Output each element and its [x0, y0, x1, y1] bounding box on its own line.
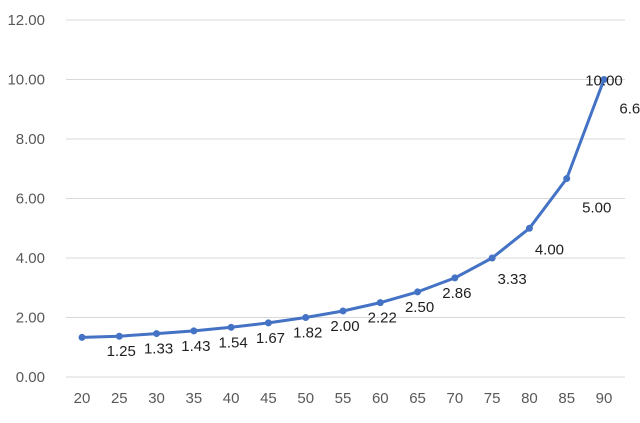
- y-axis: 0.00 2.00 4.00 6.00 8.00 10.00 12.00: [7, 12, 45, 386]
- x-tick-label: 45: [260, 390, 277, 407]
- data-point: [488, 254, 496, 262]
- y-tick-label: 2.00: [16, 310, 45, 327]
- data-point: [264, 319, 272, 327]
- data-label: 4.00: [535, 241, 564, 258]
- x-tick-label: 20: [74, 390, 91, 407]
- data-label: 3.33: [498, 271, 527, 288]
- data-label: 1.54: [219, 334, 248, 351]
- x-tick-label: 35: [186, 390, 203, 407]
- series-line: [80, 78, 606, 339]
- data-point: [451, 274, 459, 282]
- x-tick-label: 25: [111, 390, 128, 407]
- y-tick-label: 6.00: [16, 191, 45, 208]
- data-point: [227, 323, 235, 331]
- data-label: 1.82: [293, 325, 322, 342]
- data-point: [302, 314, 310, 321]
- x-tick-label: 60: [372, 390, 389, 407]
- data-point: [414, 288, 422, 296]
- x-tick-label: 50: [297, 390, 314, 407]
- x-tick-label: 30: [148, 390, 165, 407]
- data-point: [563, 175, 571, 183]
- y-tick-label: 0.00: [16, 369, 45, 386]
- data-point: [115, 332, 123, 340]
- data-point: [339, 307, 347, 315]
- data-points: [78, 76, 608, 341]
- data-point: [525, 224, 533, 232]
- data-label: 1.67: [256, 330, 285, 347]
- data-label: 1.43: [181, 338, 210, 355]
- data-label: 10.00: [585, 73, 623, 90]
- data-label: 1.33: [144, 341, 173, 358]
- y-tick-label: 10.00: [7, 72, 45, 89]
- data-label: 5.00: [582, 200, 611, 217]
- series-line-group: [80, 78, 606, 339]
- gridlines: [66, 19, 625, 378]
- x-tick-label: 85: [558, 390, 575, 407]
- data-label: 2.00: [330, 318, 359, 335]
- data-point: [190, 327, 198, 335]
- data-labels: 1.25 1.33 1.43 1.54 1.67 1.82 2.00 2.22 2.50 2.86…: [107, 73, 640, 361]
- data-point: [153, 330, 161, 338]
- x-tick-label: 75: [484, 390, 501, 407]
- data-point: [376, 299, 384, 307]
- data-label: 1.25: [107, 343, 136, 360]
- data-label: 2.22: [368, 310, 397, 327]
- y-tick-label: 12.00: [7, 12, 45, 29]
- x-axis: 20 25 30 35 40 45 50 55 60 65 70 75 80 85 90: [74, 390, 613, 407]
- data-label: 2.50: [405, 299, 434, 316]
- y-tick-label: 4.00: [16, 250, 45, 267]
- x-tick-label: 70: [447, 390, 464, 407]
- x-tick-label: 40: [223, 390, 240, 407]
- x-tick-label: 65: [409, 390, 426, 407]
- data-label: 6.67: [619, 101, 640, 118]
- y-tick-label: 8.00: [16, 131, 45, 148]
- x-tick-label: 55: [335, 390, 352, 407]
- data-label: 2.86: [442, 285, 471, 302]
- x-tick-label: 90: [596, 390, 613, 407]
- x-tick-label: 80: [521, 390, 538, 407]
- data-point: [600, 76, 608, 83]
- data-point: [78, 333, 86, 341]
